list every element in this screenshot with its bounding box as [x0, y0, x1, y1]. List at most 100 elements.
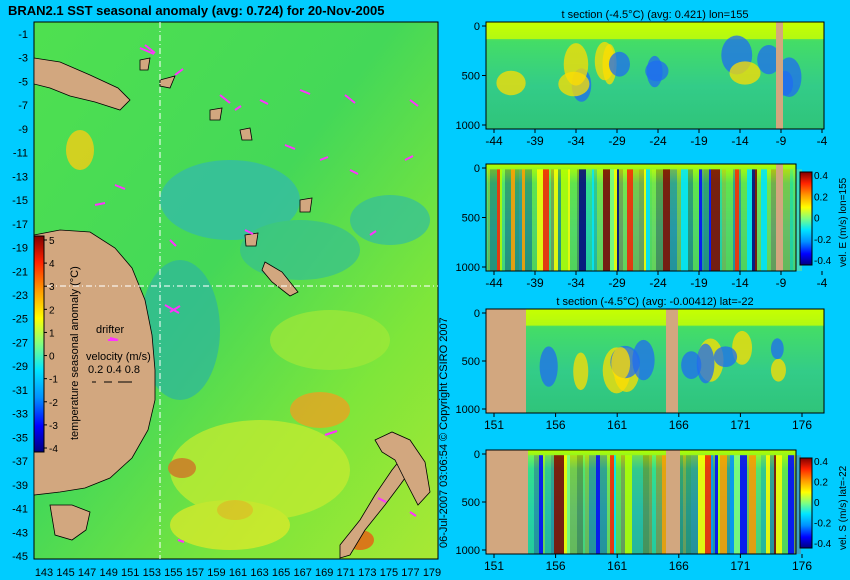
- section-velocity-band: [532, 169, 537, 271]
- map-y-tick-label: -39: [12, 480, 28, 492]
- section-velocity-band: [619, 169, 623, 271]
- section-velocity-band: [652, 169, 656, 271]
- section-velocity-band: [720, 455, 727, 554]
- section-velocity-band: [734, 455, 740, 554]
- map-x-tick-label: 151: [121, 567, 139, 579]
- map-x-axis: 143 145 147 149 151 153 155 157 159 161 163 165 167 1…: [35, 567, 441, 579]
- section-colorbar-tick-label: -0.2: [814, 519, 832, 530]
- section-velocity-band: [747, 455, 749, 554]
- section-colorbar-label: vel. E (m/s) lon=155: [838, 177, 849, 267]
- section-velocity-band: [691, 455, 698, 554]
- section-panel-1: t section (-4.5°C) (avg: 0.421) lon=155 0…: [456, 9, 828, 148]
- section-x-tick-label: 161: [607, 559, 627, 573]
- drifter-legend-label: drifter: [96, 324, 124, 336]
- section-velocity-band: [705, 455, 711, 554]
- section-velocity-band: [677, 169, 681, 271]
- section-velocity-band: [683, 455, 686, 554]
- section-colorbar: [799, 457, 813, 549]
- section-velocity-band: [678, 455, 683, 554]
- section-velocity-band: [610, 169, 614, 271]
- map-x-tick-label: 155: [164, 567, 182, 579]
- section-colorbar-tick-label: 0.2: [814, 192, 828, 203]
- map-x-tick-label: 179: [423, 567, 441, 579]
- section-x-tick-label: -34: [567, 134, 585, 148]
- section-velocity-band: [551, 455, 554, 554]
- section-velocity-band: [740, 455, 747, 554]
- map-x-tick-label: 171: [337, 567, 355, 579]
- map-x-tick-label: 153: [143, 567, 161, 579]
- section-velocity-band: [643, 455, 649, 554]
- section-x-tick-label: -4: [817, 134, 828, 148]
- section-velocity-band: [727, 455, 730, 554]
- map-y-tick-label: -7: [18, 100, 28, 112]
- map-colorbar-tick-label: 5: [49, 236, 55, 247]
- section-velocity-band: [614, 169, 617, 271]
- copyright-text: 06-Jul-2007 03:06:54 © Copyright CSIRO 2…: [438, 317, 450, 548]
- section-y-tick-label: 0: [474, 449, 480, 461]
- section-velocity-band: [554, 455, 559, 554]
- section-velocity-band: [561, 169, 568, 271]
- section-velocity-band: [656, 455, 662, 554]
- section-velocity-band: [766, 455, 770, 554]
- map-colorbar-tick-label: 4: [49, 259, 55, 270]
- section-x-tick-label: -9: [776, 276, 787, 290]
- map-colorbar-tick-label: -1: [49, 375, 58, 386]
- section-velocity-band: [711, 455, 713, 554]
- section-land-mask: [776, 22, 783, 129]
- section-velocity-band: [715, 169, 720, 271]
- section-anomaly-blob: [732, 330, 753, 365]
- section-x-tick-label: 151: [484, 418, 504, 432]
- map-y-tick-label: -13: [12, 171, 28, 183]
- section-anomaly-blob: [539, 346, 558, 387]
- section-velocity-band: [761, 455, 766, 554]
- section-y-tick-label: 500: [462, 356, 480, 368]
- map-y-tick-label: -35: [12, 432, 28, 444]
- section-y-tick-label: 1000: [456, 120, 480, 132]
- section-panel-4: 0 500 1000 151 156 161 166 171 176 0.4 0.2 0 -0.2 -0.…: [456, 449, 849, 573]
- section-x-tick-label: 166: [669, 559, 689, 573]
- map-y-tick-label: -5: [18, 76, 28, 88]
- section-velocity-band: [632, 455, 637, 554]
- map-x-tick-label: 169: [315, 567, 333, 579]
- section-velocity-band: [511, 169, 515, 271]
- section-x-tick-label: -19: [690, 134, 708, 148]
- section-velocity-band: [502, 169, 505, 271]
- section-land-mask: [486, 309, 526, 413]
- map-y-tick-label: -17: [12, 219, 28, 231]
- section-x-tick-label: -29: [608, 276, 626, 290]
- section-velocity-band: [686, 169, 688, 271]
- section-colorbar-tick-label: 0.4: [814, 457, 828, 468]
- map-x-tick-label: 177: [401, 567, 419, 579]
- section-panel-3: t section (-4.5°C) (avg: -0.00412) lat=-…: [456, 296, 825, 432]
- section-velocity-band: [621, 455, 625, 554]
- section-velocity-band: [488, 169, 490, 271]
- section-velocity-band: [625, 455, 632, 554]
- section-velocity-band: [497, 169, 500, 271]
- section-y-tick-label: 0: [474, 308, 480, 320]
- section-x-tick-label: 156: [546, 418, 566, 432]
- section-velocity-band: [761, 169, 767, 271]
- section-velocity-band: [711, 169, 715, 271]
- section-x-tick-label: -24: [649, 134, 667, 148]
- section-velocity-band: [637, 455, 643, 554]
- map-x-tick-label: 163: [250, 567, 268, 579]
- section-colorbar-tick-label: 0.2: [814, 478, 828, 489]
- section-land-mask: [666, 309, 678, 413]
- section-colorbar-tick-label: 0: [814, 214, 820, 225]
- section-velocity-band: [633, 169, 639, 271]
- section-velocity-band: [554, 169, 558, 271]
- section-velocity-band: [586, 169, 592, 271]
- section-y-tick-label: 500: [462, 213, 480, 225]
- section-x-tick-label: -24: [649, 276, 667, 290]
- section-velocity-band: [577, 169, 579, 271]
- section-y-tick-label: 0: [474, 163, 480, 175]
- section-x-tick-label: 171: [730, 559, 750, 573]
- section-velocity-band: [713, 455, 715, 554]
- section-velocity-band: [793, 169, 795, 271]
- map-y-tick-label: -23: [12, 290, 28, 302]
- section-velocity-band: [690, 169, 693, 271]
- section-velocity-band: [756, 455, 761, 554]
- map-colorbar-tick-label: 2: [49, 305, 55, 316]
- section-velocity-band: [600, 455, 607, 554]
- section-colorbar-label: vel. S (m/s) lat=-22: [838, 465, 849, 550]
